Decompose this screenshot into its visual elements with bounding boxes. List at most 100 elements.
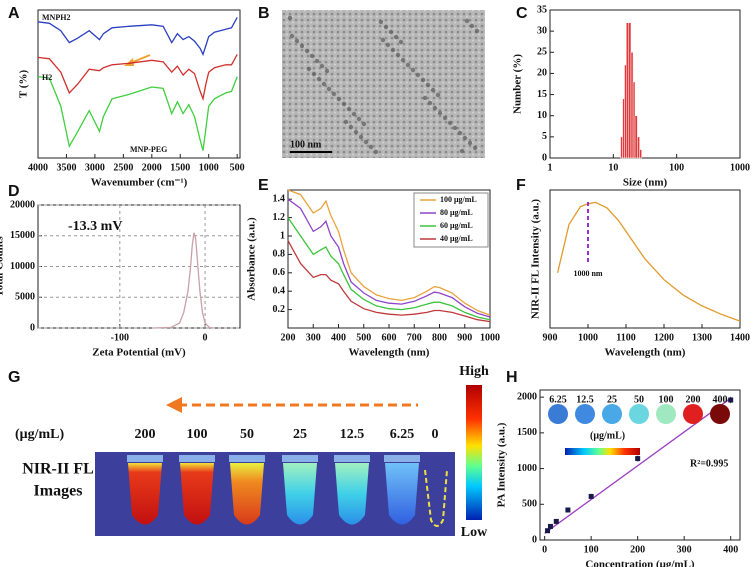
nanoparticle — [442, 115, 448, 121]
y-axis-label: Total Counts — [0, 236, 6, 297]
arrow-head — [124, 58, 134, 66]
nanoparticle — [343, 119, 349, 125]
tube-cap — [179, 455, 215, 462]
x-tick-label: 500 — [230, 162, 245, 173]
nanoparticle — [324, 68, 330, 74]
panel-letter: A — [8, 5, 20, 22]
nanoparticle — [388, 29, 394, 35]
inset-label: 50 — [634, 394, 644, 405]
nanoparticle — [361, 121, 367, 127]
tube — [283, 463, 317, 525]
y-axis-label: NIR-II FL Intensity (a.u.) — [530, 199, 542, 319]
panel-letter: C — [516, 5, 528, 22]
x-axis-label: Wavelength (nm) — [349, 347, 430, 359]
data-point — [728, 397, 734, 403]
x-tick-label: 0 — [542, 544, 547, 555]
y-tick-label: 1000 — [517, 463, 537, 474]
tube-cap — [229, 455, 265, 462]
nanoparticle — [400, 57, 406, 63]
x-tick-label: 800 — [432, 332, 447, 343]
tube-cap — [282, 455, 318, 462]
histogram-bar — [628, 22, 632, 159]
nanoparticle — [287, 15, 293, 21]
legend-label: 40 μg/mL — [440, 234, 473, 243]
tube — [385, 463, 419, 525]
inset-colorbar — [565, 448, 640, 455]
nanoparticle — [319, 63, 325, 69]
y-axis-label: Number (%) — [512, 54, 524, 114]
plot-frame — [37, 9, 241, 159]
data-point — [565, 507, 571, 513]
histogram-bar — [626, 22, 629, 159]
legend-box — [413, 192, 489, 248]
inset-label: 400 — [713, 394, 728, 405]
nanoparticle — [314, 58, 320, 64]
nanoparticle — [398, 39, 404, 45]
x-tick-label: 1000 — [578, 332, 598, 343]
concentration-label: 0 — [432, 427, 439, 442]
nanoparticle — [373, 149, 379, 155]
y-tick-label: 0 — [542, 152, 547, 163]
histogram-bar — [622, 98, 625, 159]
x-tick-label: 700 — [407, 332, 422, 343]
x-axis-label: Wavenumber (cm⁻¹) — [91, 177, 188, 189]
nanoparticle — [331, 91, 337, 97]
x-tick-label: 100 — [669, 162, 684, 173]
direction-arrow-head — [166, 397, 182, 413]
nanoparticle — [368, 144, 374, 150]
panel-letter: G — [8, 369, 20, 386]
nanoparticle — [390, 47, 396, 53]
y-tick-label: 5 — [542, 131, 547, 142]
x-tick-label: 400 — [331, 332, 346, 343]
unit-label: (μg/mL) — [15, 427, 64, 442]
nanoparticle — [437, 110, 443, 116]
panel-letter: B — [258, 5, 270, 22]
y-tick-label: 1500 — [517, 427, 537, 438]
y-tick-label: 20 — [537, 68, 547, 79]
x-tick-label: 1400 — [730, 332, 750, 343]
plot-frame — [549, 9, 741, 159]
nanoparticle — [462, 135, 468, 141]
line-series — [287, 240, 491, 323]
inset-unit: (μg/mL) — [590, 430, 625, 441]
x-tick-label: 1500 — [170, 162, 190, 173]
x-axis-label: Zeta Potential (mV) — [92, 347, 186, 359]
nanoparticle — [348, 124, 354, 130]
nanoparticle — [353, 129, 359, 135]
y-tick-label: 0.2 — [273, 304, 286, 315]
data-point — [545, 528, 551, 534]
y-tick-label: 30 — [537, 25, 547, 36]
concentration-label: 100 — [187, 427, 208, 442]
nanoparticle — [472, 145, 478, 151]
histogram-bar — [634, 115, 638, 159]
nanoparticle — [336, 96, 342, 102]
nanoparticle — [316, 76, 322, 82]
nanoparticle — [469, 23, 475, 29]
annotation: 1000 nm — [573, 269, 602, 278]
line-series — [287, 198, 491, 318]
nanoparticle — [378, 19, 384, 25]
nanoparticle — [457, 130, 463, 136]
y-tick-label: 10000 — [10, 261, 35, 272]
x-axis-label: Size (nm) — [623, 177, 668, 189]
nanoparticle — [435, 92, 441, 98]
x-axis-label: Wavelength (nm) — [605, 347, 686, 359]
y-tick-label: 0.6 — [273, 267, 286, 278]
y-axis-label: PA Intensity (a.u.) — [496, 422, 508, 507]
x-tick-label: 1 — [548, 162, 553, 173]
data-point — [547, 523, 553, 529]
plot-frame — [539, 389, 741, 541]
plot-frame — [549, 189, 741, 329]
x-tick-label: 1100 — [616, 332, 635, 343]
x-tick-label: 1000 — [480, 332, 500, 343]
nanoparticle — [380, 37, 386, 43]
concentration-label: 12.5 — [340, 427, 365, 442]
nanoparticle — [346, 106, 352, 112]
nanoparticle — [422, 95, 428, 101]
nanoparticle — [321, 81, 327, 87]
tube — [230, 463, 264, 525]
panel-letter: F — [516, 177, 526, 194]
panel-letter: D — [8, 183, 20, 200]
x-tick-label: 300 — [306, 332, 321, 343]
